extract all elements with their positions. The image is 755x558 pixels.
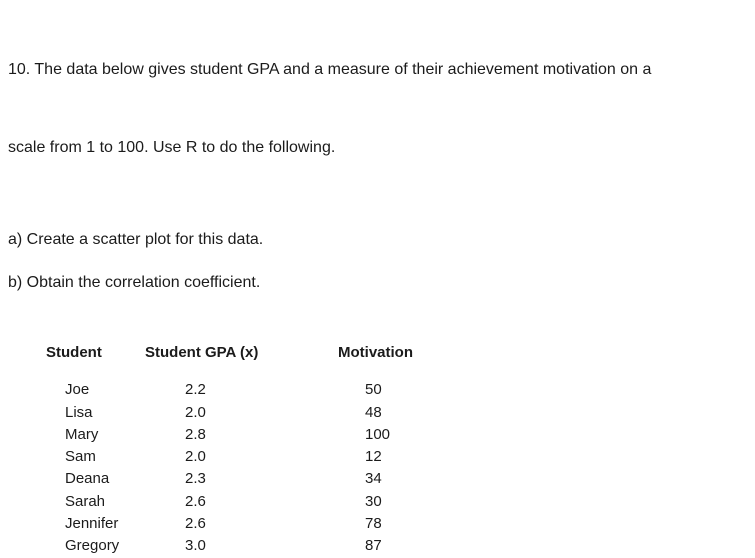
- gpa-motivation-table: Student Student GPA (x) Motivation Joe 2…: [46, 342, 755, 558]
- question-text-line1: 10. The data below gives student GPA and…: [8, 61, 652, 78]
- question-text: 10. The data below gives student GPA and…: [8, 5, 755, 213]
- student-name-cell: Joe: [65, 381, 90, 399]
- table-row: Deana 2.3 34: [46, 468, 755, 490]
- table-header-motivation: Motivation: [338, 344, 413, 361]
- gpa-cell: 2.2: [185, 381, 206, 399]
- motivation-cell: 48: [365, 403, 382, 421]
- motivation-cell: 30: [365, 492, 382, 510]
- gpa-cell: 2.6: [185, 515, 206, 533]
- gpa-cell: 2.0: [185, 403, 206, 421]
- table-header-student: Student: [46, 344, 102, 361]
- motivation-cell: 78: [365, 515, 382, 533]
- table-row: Sam 2.0 12: [46, 446, 755, 468]
- table-header-gpa: Student GPA (x): [145, 344, 259, 361]
- question-text-line2: scale from 1 to 100. Use R to do the fol…: [8, 139, 336, 156]
- table-row: Sarah 2.6 30: [46, 491, 755, 513]
- student-name-cell: Sarah: [65, 492, 106, 510]
- motivation-cell: 34: [365, 470, 382, 488]
- table-row: Lisa 2.0 48: [46, 402, 755, 424]
- motivation-cell: 12: [365, 448, 382, 466]
- question-part-a: a) Create a scatter plot for this data.: [8, 231, 264, 248]
- motivation-cell: 87: [365, 537, 382, 555]
- gpa-cell: 2.6: [185, 492, 206, 510]
- motivation-cell: 100: [365, 425, 391, 443]
- gpa-cell: 2.3: [185, 470, 206, 488]
- motivation-cell: 50: [365, 381, 382, 399]
- table-row: Joe 2.2 50: [46, 379, 755, 401]
- table-row: Mary 2.8 100: [46, 424, 755, 446]
- student-name-cell: Lisa: [65, 403, 93, 421]
- table-row: Gregory 3.0 87: [46, 535, 755, 557]
- question-part-b: b) Obtain the correlation coefficient.: [8, 274, 261, 291]
- table-body: Joe 2.2 50 Lisa 2.0 48 Mary 2.8 100: [46, 379, 755, 558]
- table-row: Jennifer 2.6 78: [46, 513, 755, 535]
- table-header-row: Student Student GPA (x) Motivation: [46, 342, 755, 364]
- student-name-cell: Sam: [65, 448, 96, 466]
- gpa-cell: 3.0: [185, 537, 206, 555]
- student-name-cell: Deana: [65, 470, 110, 488]
- gpa-cell: 2.8: [185, 425, 206, 443]
- student-name-cell: Mary: [65, 425, 99, 443]
- gpa-cell: 2.0: [185, 448, 206, 466]
- student-name-cell: Gregory: [65, 537, 120, 555]
- student-name-cell: Jennifer: [65, 515, 119, 533]
